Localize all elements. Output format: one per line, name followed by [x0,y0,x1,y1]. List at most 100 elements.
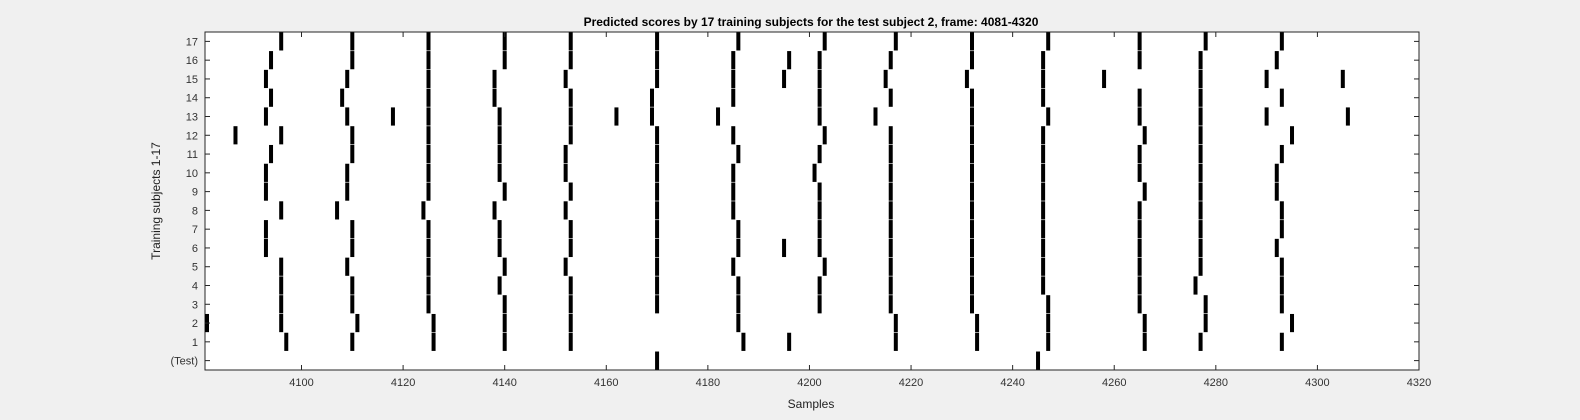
event-bar [970,257,975,276]
event-bar [716,107,721,126]
event-bar [350,220,355,239]
event-bar [731,88,736,107]
event-bar [350,32,355,51]
event-bar [975,313,980,333]
event-bar [888,51,893,70]
event-bar [817,201,822,220]
event-bar [970,276,975,295]
y-tick-label: 7 [192,224,198,236]
event-bar [1041,201,1046,220]
event-bar [731,201,736,220]
event-bar [279,276,284,295]
event-bar [355,313,360,333]
event-bar [655,201,660,220]
event-bar [1198,220,1203,239]
event-bar [817,295,822,314]
chart-title: Predicted scores by 17 training subjects… [584,15,1039,29]
event-bar [1279,332,1284,351]
event-bar [731,126,736,145]
event-bar [497,163,502,182]
x-tick-label: 4240 [1000,377,1024,389]
event-bar [568,88,573,107]
x-tick-label: 4140 [492,377,516,389]
event-bar [817,182,822,201]
event-bar [1274,163,1279,182]
event-bar [563,163,568,182]
event-bar [731,69,736,89]
x-axis-label: Samples [788,397,835,411]
event-bar [888,126,893,145]
event-bar [345,163,350,182]
event-bar [655,220,660,239]
event-bar [1345,107,1350,126]
event-bar [263,220,268,239]
event-bar [888,201,893,220]
event-bar [1142,313,1147,333]
event-bar [1198,182,1203,201]
event-bar [1198,257,1203,276]
event-bar [1198,107,1203,126]
event-bar [782,69,787,89]
event-bar [279,295,284,314]
event-bar [1041,144,1046,164]
event-bar [1198,332,1203,351]
event-bar [1137,201,1142,220]
event-bar [655,257,660,276]
event-bar [497,238,502,258]
event-bar [263,69,268,89]
event-bar [655,126,660,145]
event-bar [1046,32,1051,51]
event-bar [568,107,573,126]
event-bar [568,126,573,145]
event-bar [736,295,741,314]
event-bar [1142,332,1147,351]
event-bar [655,144,660,164]
y-tick-label: 8 [192,205,198,217]
event-bar [279,32,284,51]
event-bar [655,32,660,51]
event-bar [655,163,660,182]
event-bar [970,220,975,239]
event-bar [568,182,573,201]
y-tick-label: 9 [192,187,198,199]
event-bar [736,220,741,239]
event-bar [893,32,898,51]
event-bar [431,332,436,351]
event-bar [426,295,431,314]
event-bar [1198,201,1203,220]
event-bar [970,201,975,220]
event-bar [736,313,741,333]
event-bar [970,32,975,51]
event-bar [787,51,792,70]
event-bar [1041,126,1046,145]
event-bar [492,69,497,89]
x-tick-label: 4260 [1102,377,1126,389]
event-bar [888,276,893,295]
event-bar [1198,69,1203,89]
event-bar [1046,332,1051,351]
event-bar [269,88,274,107]
event-bar [426,276,431,295]
event-bar [970,163,975,182]
event-bar [426,32,431,51]
x-tick-label: 4200 [797,377,821,389]
event-bar [1137,144,1142,164]
event-bar [817,276,822,295]
event-bar [426,182,431,201]
event-bar [731,51,736,70]
event-bar [502,313,507,333]
event-bar [335,201,340,220]
event-bar [822,126,827,145]
event-bar [350,126,355,145]
y-tick-label: 14 [186,93,198,105]
event-bar [497,144,502,164]
event-bar [563,201,568,220]
event-bar [970,88,975,107]
event-bar [350,144,355,164]
event-bar [1137,51,1142,70]
y-tick-label: 1 [192,337,198,349]
event-bar [1274,182,1279,201]
event-bar [1279,32,1284,51]
event-bar [426,144,431,164]
event-bar [426,257,431,276]
